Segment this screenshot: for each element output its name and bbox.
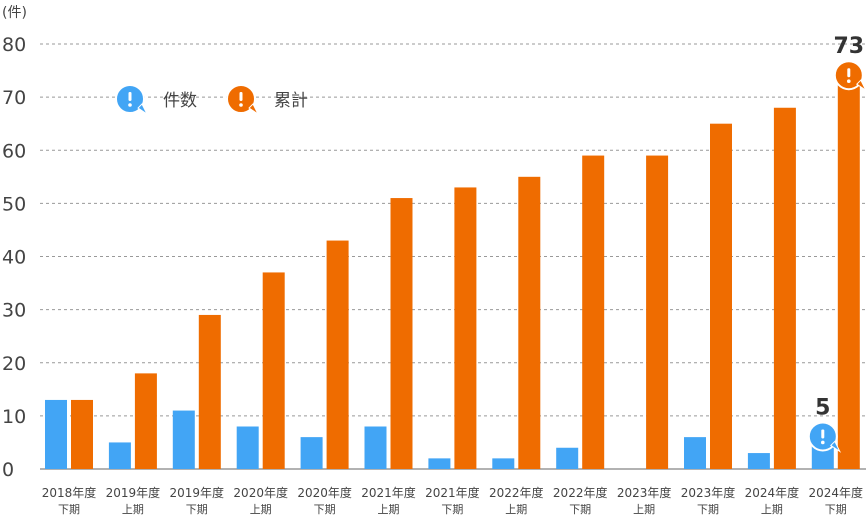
x-category-label-half: 下期 xyxy=(569,503,591,516)
x-category-label-half: 下期 xyxy=(186,503,208,516)
bar-cumulative xyxy=(326,240,349,469)
bar-count xyxy=(108,442,131,469)
bar-cumulative xyxy=(582,155,605,469)
bar-cumulative xyxy=(710,123,732,469)
callout-exclamation-bubble-icon-tail xyxy=(830,440,842,453)
x-category-label-year: 2019年度 xyxy=(170,485,225,500)
bar-cumulative xyxy=(646,155,669,469)
x-category-label-half: 上期 xyxy=(633,503,655,516)
y-tick-label: 30 xyxy=(2,300,26,322)
y-tick-label: 60 xyxy=(2,140,26,162)
x-category-label-year: 2020年度 xyxy=(297,485,352,500)
bar-count xyxy=(364,426,387,469)
bar-count xyxy=(172,410,195,469)
bar-count xyxy=(428,458,451,469)
x-category-label-half: 上期 xyxy=(122,503,144,516)
bar-count xyxy=(556,447,579,469)
x-category-label-half: 下期 xyxy=(441,503,463,516)
x-category-label-year: 2023年度 xyxy=(617,485,672,500)
bar-count xyxy=(45,399,67,469)
y-axis-unit-label: (件) xyxy=(2,5,27,21)
x-category-label-year: 2024年度 xyxy=(745,485,800,500)
x-category-label-year: 2019年度 xyxy=(106,485,161,500)
callout-exclamation-bubble-icon-tail xyxy=(856,79,868,92)
legend-label: 件数 xyxy=(163,91,197,111)
legend-exclamation-bubble-icon-mark xyxy=(128,92,132,101)
y-tick-label: 10 xyxy=(2,406,26,428)
x-category-label-half: 下期 xyxy=(58,503,80,516)
x-category-label-half: 上期 xyxy=(761,503,783,516)
x-category-label-year: 2020年度 xyxy=(233,485,288,500)
legend-exclamation-bubble-icon-dot xyxy=(239,103,243,107)
y-tick-label: 50 xyxy=(2,193,26,215)
bar-cumulative xyxy=(518,176,541,469)
bar-cumulative xyxy=(454,187,477,469)
x-category-label-half: 下期 xyxy=(697,503,719,516)
callout-exclamation-bubble-icon-mark xyxy=(821,429,825,439)
bar-cumulative xyxy=(71,399,93,469)
bar-cumulative xyxy=(134,373,157,469)
x-category-label-half: 下期 xyxy=(825,503,847,516)
y-tick-label: 0 xyxy=(2,459,14,481)
y-tick-label: 80 xyxy=(2,34,26,56)
x-category-label-year: 2021年度 xyxy=(361,485,416,500)
bar-count xyxy=(684,437,706,469)
y-tick-label: 20 xyxy=(2,353,26,375)
legend-exclamation-bubble-icon-mark xyxy=(239,92,243,101)
bar-cumulative xyxy=(773,107,796,469)
callout-exclamation-bubble-icon-dot xyxy=(847,79,851,83)
bar-cumulative xyxy=(390,198,413,469)
bar-count xyxy=(300,437,323,469)
bar-cumulative xyxy=(198,314,221,469)
x-category-label-half: 上期 xyxy=(250,503,272,516)
bar-count xyxy=(236,426,259,469)
legend-exclamation-bubble-icon-tail xyxy=(248,103,260,116)
x-category-label-half: 上期 xyxy=(378,503,400,516)
callout-exclamation-bubble-icon-dot xyxy=(821,440,825,445)
y-tick-label: 70 xyxy=(2,87,26,109)
x-category-label-half: 上期 xyxy=(505,503,527,516)
bar-cumulative xyxy=(837,81,860,469)
callout-exclamation-bubble-icon-mark xyxy=(847,68,851,78)
callout-value-label: 5 xyxy=(815,395,830,420)
x-category-label-year: 2023年度 xyxy=(681,485,736,500)
callout-value-label: 73 xyxy=(833,34,864,59)
legend-label: 累計 xyxy=(274,91,308,111)
y-tick-label: 40 xyxy=(2,247,26,269)
x-category-label-year: 2018年度 xyxy=(42,485,97,500)
x-category-label-year: 2024年度 xyxy=(809,485,864,500)
x-category-label-year: 2022年度 xyxy=(489,485,544,500)
legend-exclamation-bubble-icon-dot xyxy=(128,103,132,107)
x-category-label-year: 2022年度 xyxy=(553,485,608,500)
bar-cumulative xyxy=(262,272,285,469)
bar-count xyxy=(492,458,515,469)
bar-count xyxy=(747,453,770,469)
legend-exclamation-bubble-icon-tail xyxy=(137,103,149,116)
x-category-label-year: 2021年度 xyxy=(425,485,480,500)
x-category-label-half: 下期 xyxy=(314,503,336,516)
